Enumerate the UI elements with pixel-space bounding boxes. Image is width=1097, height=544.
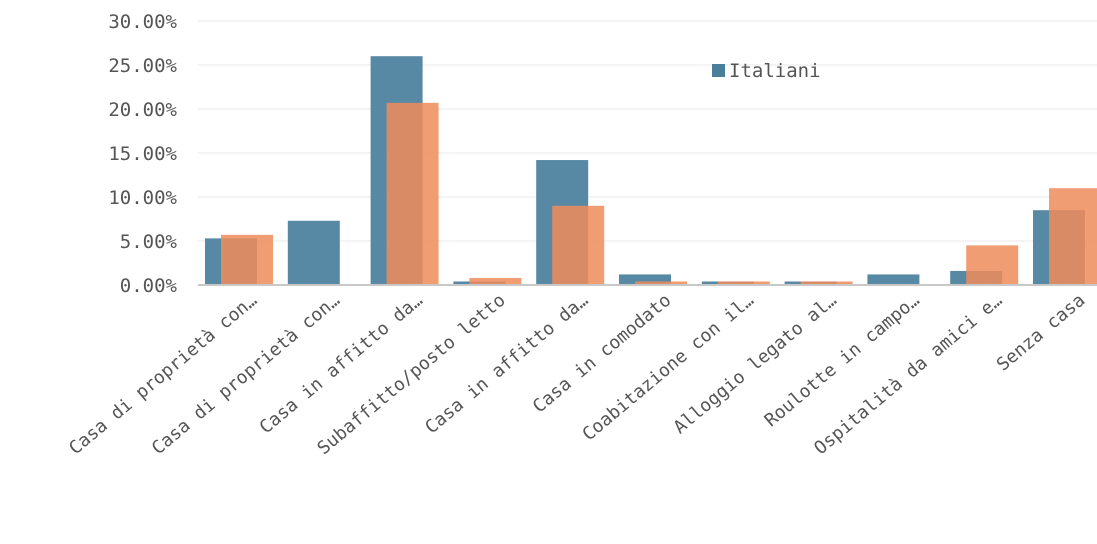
x-category-label: Casa in comodato [529,290,675,418]
x-category-label: Casa in affitto da… [421,290,592,439]
y-tick-label: 5.00% [120,231,178,253]
bar-series-2 [552,205,605,285]
bar-series-2 [1049,188,1097,285]
bar-series-1 [287,220,340,285]
x-category-label: Casa in affitto da… [256,290,427,439]
y-axis-ticks: 0.00% 5.00% 10.00% 15.00% 20.00% 25.00% 30.00% [108,11,177,297]
bars [205,56,1097,286]
y-tick-label: 0.00% [120,275,178,297]
bar-series-2 [469,277,522,285]
y-tick-label: 20.00% [108,99,177,121]
y-tick-label: 15.00% [108,143,177,165]
bar-series-2 [800,281,853,285]
x-category-label: Roulotte in campo… [761,290,924,432]
x-category-label: Coabitazione con il… [578,290,758,446]
bar-series-2 [386,102,439,285]
bar-series-1 [867,274,920,285]
bar-series-2 [717,281,770,285]
x-category-label: Alloggio legato al… [670,290,841,439]
gridlines [198,20,1097,242]
y-tick-label: 30.00% [108,11,177,33]
y-tick-label: 10.00% [108,187,177,209]
bar-series-2 [221,234,273,285]
y-tick-label: 25.00% [108,55,177,77]
bar-series-2 [635,281,687,285]
legend-label-italiani: Italiani [729,60,821,82]
x-axis-labels: Casa di proprietà con…Casa di proprietà … [65,290,1089,459]
x-category-label: Senza casa [993,290,1090,376]
legend-swatch-italiani [712,64,725,77]
bar-series-2 [966,245,1019,285]
bar-series-1 [619,274,671,285]
legend: Italiani [712,60,821,82]
